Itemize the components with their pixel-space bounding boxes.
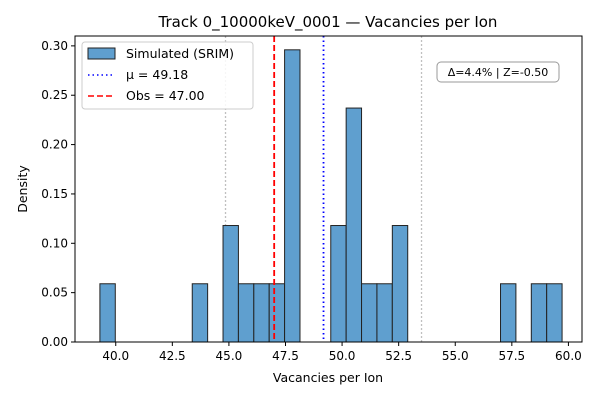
histogram-bar: [191, 283, 209, 343]
x-axis-ticks: 40.0 42.5 45.0 47.5 50.0 52.5 55.0 57.5 60.0: [102, 342, 582, 363]
y-tick-label: 0.15: [41, 187, 68, 201]
x-tick-label: 40.0: [102, 349, 129, 363]
annotation-text: Δ=4.4% | Z=-0.50: [448, 66, 549, 79]
y-axis-label: Density: [15, 165, 30, 213]
histogram-bar: [253, 283, 270, 343]
legend-label-mean: μ = 49.18: [126, 67, 188, 82]
histogram-bar: [546, 283, 563, 343]
histogram-bar: [361, 283, 378, 343]
x-tick-label: 47.5: [272, 349, 299, 363]
reference-lines: [273, 36, 325, 342]
histogram-bar: [330, 225, 347, 343]
histogram-bars: [99, 49, 563, 343]
legend-label-observed: Obs = 47.00: [126, 88, 205, 103]
histogram-bar: [530, 283, 548, 343]
x-tick-label: 42.5: [159, 349, 186, 363]
legend-label-simulated: Simulated (SRIM): [126, 46, 234, 61]
x-tick-label: 52.5: [385, 349, 412, 363]
x-tick-label: 60.0: [555, 349, 582, 363]
histogram-bar: [237, 283, 255, 343]
histogram-bar: [376, 283, 393, 343]
histogram-bar: [268, 283, 286, 343]
stats-annotation: Δ=4.4% | Z=-0.50: [436, 61, 560, 83]
x-tick-label: 55.0: [442, 349, 469, 363]
histogram-bar: [222, 225, 239, 343]
histogram-bar: [391, 225, 409, 343]
y-tick-label: 0.00: [41, 335, 68, 349]
legend-patch-simulated: [87, 47, 116, 60]
x-tick-label: 45.0: [216, 349, 243, 363]
y-tick-label: 0.10: [41, 236, 68, 250]
y-tick-label: 0.20: [41, 138, 68, 152]
y-tick-label: 0.25: [41, 88, 68, 102]
x-tick-label: 50.0: [329, 349, 356, 363]
x-tick-label: 57.5: [498, 349, 525, 363]
y-tick-label: 0.30: [41, 39, 68, 53]
sigma-lines: [224, 36, 423, 342]
legend: Simulated (SRIM) μ = 49.18 Obs = 47.00: [81, 41, 254, 110]
y-axis-ticks: 0.00 0.05 0.10 0.15 0.20 0.25 0.30: [41, 39, 75, 349]
histogram-bar: [99, 283, 116, 343]
annotation-box: [436, 61, 560, 83]
histogram-bar: [345, 107, 363, 343]
plot-frame: [74, 35, 583, 343]
x-axis-label: Vacancies per Ion: [273, 370, 383, 385]
legend-box: [81, 41, 254, 110]
chart-title: Track 0_10000keV_0001 — Vacancies per Io…: [158, 13, 498, 32]
histogram-bar: [500, 283, 517, 343]
y-tick-label: 0.05: [41, 286, 68, 300]
histogram-bar: [284, 49, 301, 343]
